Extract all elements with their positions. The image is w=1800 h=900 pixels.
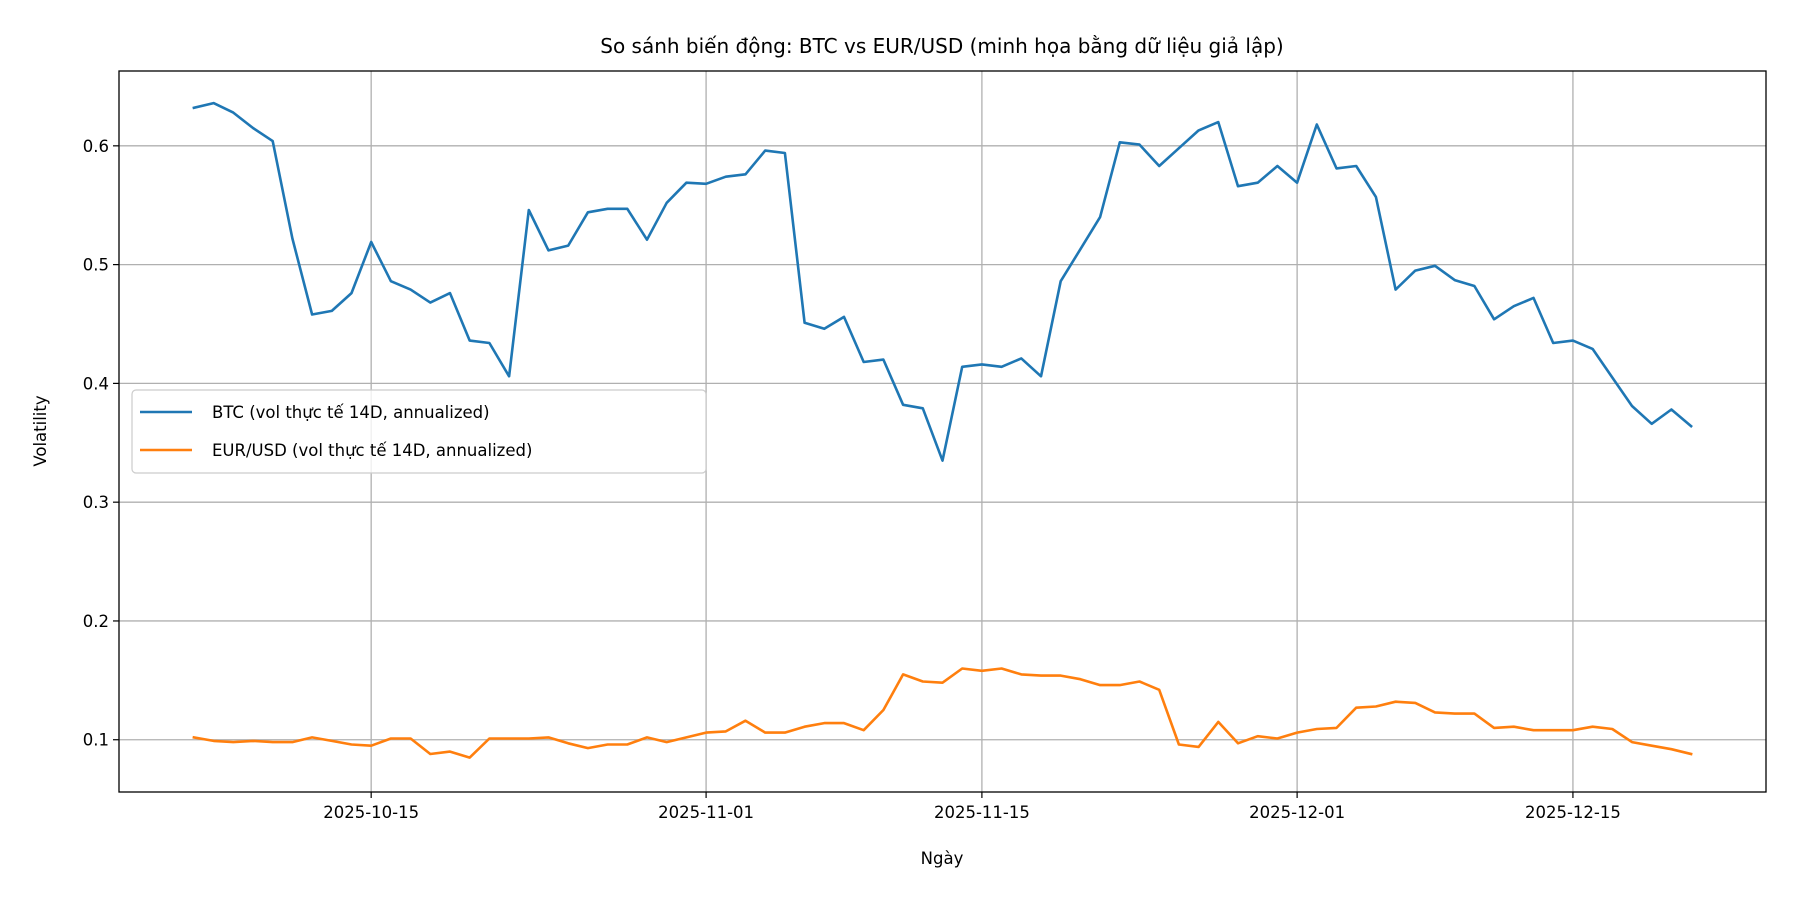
points-btc [193, 103, 1692, 461]
grid [119, 71, 1766, 792]
series-line-eurusd [192, 667, 1693, 759]
x-axis-ticks: 2025-10-15 2025-11-01 2025-11-15 2025-12-01… [323, 792, 1621, 822]
points-eurusd [193, 668, 1692, 758]
y-axis-label: Volatility [31, 395, 50, 466]
axes-frame [118, 70, 1767, 793]
x-axis-label: Ngày [921, 849, 964, 868]
y-tick-label: 0.6 [83, 137, 109, 156]
x-tick-label: 2025-11-01 [658, 803, 754, 822]
x-tick-label: 2025-11-15 [934, 803, 1030, 822]
y-tick-label: 0.4 [83, 374, 109, 393]
y-tick-label: 0.2 [83, 612, 109, 631]
y-tick-label: 0.5 [83, 256, 109, 275]
y-axis-ticks: 0.1 0.2 0.3 0.4 0.5 0.6 [83, 137, 119, 750]
x-tick-label: 2025-12-15 [1525, 803, 1621, 822]
legend: BTC (vol thực tế 14D, annualized) EUR/US… [131, 389, 707, 474]
chart-title: So sánh biến động: BTC vs EUR/USD (minh … [600, 34, 1283, 58]
series-lines [192, 101, 1693, 759]
legend-box [131, 389, 707, 474]
x-tick-label: 2025-10-15 [323, 803, 419, 822]
x-tick-label: 2025-12-01 [1249, 803, 1345, 822]
y-tick-label: 0.3 [83, 493, 109, 512]
legend-label-btc: BTC (vol thực tế 14D, annualized) [212, 403, 490, 422]
legend-label-eurusd: EUR/USD (vol thực tế 14D, annualized) [212, 441, 532, 460]
y-tick-label: 0.1 [83, 731, 109, 750]
